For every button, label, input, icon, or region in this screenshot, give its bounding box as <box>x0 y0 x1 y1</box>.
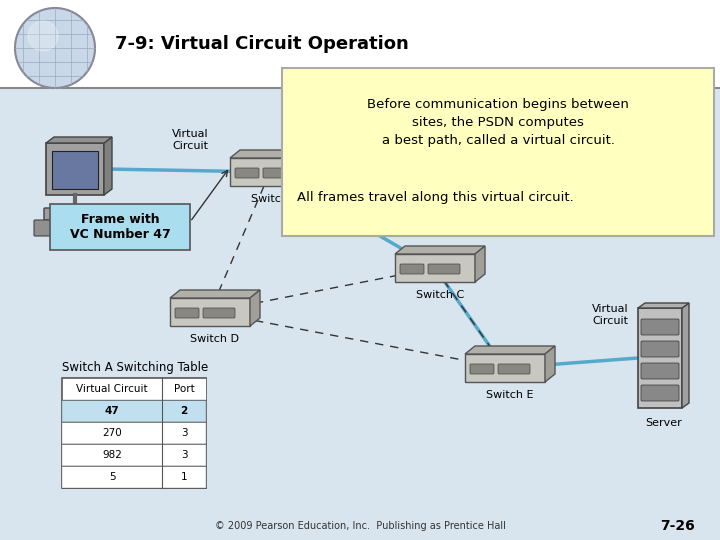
FancyBboxPatch shape <box>641 341 679 357</box>
Text: © 2009 Pearson Education, Inc.  Publishing as Prentice Hall: © 2009 Pearson Education, Inc. Publishin… <box>215 521 505 531</box>
Text: 982: 982 <box>102 450 122 460</box>
FancyBboxPatch shape <box>230 158 310 186</box>
FancyBboxPatch shape <box>62 444 206 466</box>
Polygon shape <box>465 346 555 354</box>
FancyBboxPatch shape <box>641 319 679 335</box>
Text: Switch A: Switch A <box>251 194 299 204</box>
FancyBboxPatch shape <box>638 308 682 408</box>
Polygon shape <box>545 346 555 382</box>
FancyBboxPatch shape <box>428 264 460 274</box>
FancyBboxPatch shape <box>498 364 530 374</box>
Text: Virtual Circuit: Virtual Circuit <box>76 384 148 394</box>
Polygon shape <box>638 303 689 308</box>
FancyBboxPatch shape <box>46 143 104 195</box>
Text: Before communication begins between
sites, the PSDN computes
a best path, called: Before communication begins between site… <box>367 98 629 147</box>
Polygon shape <box>475 246 485 282</box>
Text: All frames travel along this virtual circuit.: All frames travel along this virtual cir… <box>297 192 574 205</box>
FancyBboxPatch shape <box>470 364 494 374</box>
Text: Frame with
VC Number 47: Frame with VC Number 47 <box>70 213 171 241</box>
FancyBboxPatch shape <box>62 378 206 488</box>
FancyBboxPatch shape <box>400 264 424 274</box>
Polygon shape <box>682 303 689 408</box>
FancyBboxPatch shape <box>395 254 475 282</box>
FancyBboxPatch shape <box>62 422 206 444</box>
FancyBboxPatch shape <box>641 363 679 379</box>
Text: 7-9: Virtual Circuit Operation: 7-9: Virtual Circuit Operation <box>115 35 409 53</box>
Polygon shape <box>310 150 320 186</box>
FancyBboxPatch shape <box>62 400 206 422</box>
Text: Server: Server <box>646 418 683 428</box>
FancyBboxPatch shape <box>170 298 250 326</box>
Text: 270: 270 <box>102 428 122 438</box>
Text: Switch D: Switch D <box>191 334 240 344</box>
Text: Switch E: Switch E <box>486 390 534 400</box>
FancyBboxPatch shape <box>465 354 545 382</box>
FancyBboxPatch shape <box>203 308 235 318</box>
FancyBboxPatch shape <box>0 88 720 540</box>
Text: 3: 3 <box>181 450 187 460</box>
FancyBboxPatch shape <box>235 168 259 178</box>
FancyBboxPatch shape <box>44 208 106 220</box>
FancyBboxPatch shape <box>62 378 206 400</box>
FancyBboxPatch shape <box>0 0 720 88</box>
Circle shape <box>28 21 58 51</box>
Text: 3: 3 <box>181 428 187 438</box>
Text: 5: 5 <box>109 472 115 482</box>
Text: Virtual
Circuit: Virtual Circuit <box>171 129 208 151</box>
Text: 47: 47 <box>104 406 120 416</box>
Text: 1: 1 <box>181 472 187 482</box>
FancyBboxPatch shape <box>175 308 199 318</box>
Polygon shape <box>104 137 112 195</box>
FancyBboxPatch shape <box>52 151 98 189</box>
FancyBboxPatch shape <box>50 204 190 250</box>
FancyBboxPatch shape <box>641 385 679 401</box>
Text: Switch C: Switch C <box>416 290 464 300</box>
FancyBboxPatch shape <box>62 466 206 488</box>
Text: Virtual
Circuit: Virtual Circuit <box>592 304 629 326</box>
Polygon shape <box>230 150 320 158</box>
Text: Port: Port <box>174 384 194 394</box>
Polygon shape <box>46 137 112 143</box>
Circle shape <box>15 8 95 88</box>
FancyBboxPatch shape <box>282 68 714 236</box>
FancyBboxPatch shape <box>263 168 295 178</box>
Text: 2: 2 <box>181 406 188 416</box>
Polygon shape <box>250 290 260 326</box>
Polygon shape <box>395 246 485 254</box>
Text: Switch A Switching Table: Switch A Switching Table <box>62 361 208 374</box>
FancyBboxPatch shape <box>34 220 116 236</box>
Polygon shape <box>170 290 260 298</box>
Text: 7-26: 7-26 <box>660 519 695 533</box>
